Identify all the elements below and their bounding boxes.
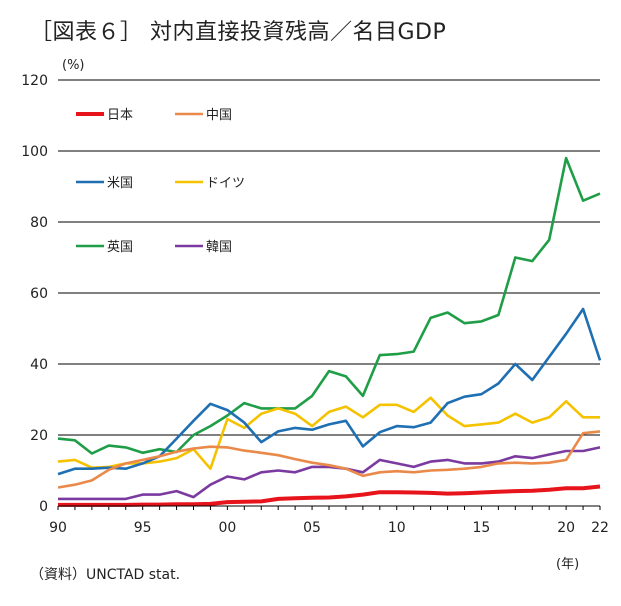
chart-title: ［図表６］ 対内直接投資残高／名目GDP [30,20,447,45]
x-tick-label: 90 [49,520,67,536]
y-tick-label: 40 [30,357,48,373]
x-axis-ticks: 90 95 00 05 10 15 20 22 [49,506,609,536]
y-tick-label: 100 [21,144,48,160]
x-tick-label: 00 [218,520,236,536]
legend-label: 韓国 [206,240,232,255]
legend-label: ドイツ [206,176,245,191]
series-line-2 [57,307,602,476]
x-tick-label: 95 [134,520,152,536]
y-axis-ticks: 0 20 40 60 80 100 120 [21,73,48,515]
y-tick-label: 20 [30,428,48,444]
x-tick-label: 10 [388,520,406,536]
source-note: （資料）UNCTAD stat. [30,567,181,583]
series-line-5 [58,446,601,501]
x-axis-unit: (年) [556,557,580,572]
legend-label: 米国 [107,176,133,191]
legend-label: 中国 [206,108,232,123]
series-line-3 [57,396,600,471]
series-line-1 [57,430,601,489]
x-tick-label: 15 [473,520,491,536]
y-axis-unit: (%) [62,58,85,73]
y-tick-label: 0 [39,499,48,515]
grid-lines [58,79,600,436]
legend-label: 英国 [107,240,133,255]
series-line-4 [57,156,601,455]
x-tick-label: 20 [557,520,575,536]
series-line-0 [58,484,601,507]
x-tick-label: 05 [303,520,321,536]
y-tick-label: 120 [21,73,48,89]
series-lines [57,156,602,507]
y-tick-label: 80 [30,215,48,231]
legend-label: 日本 [107,108,133,123]
y-tick-label: 60 [30,286,48,302]
x-tick-label: 22 [591,520,609,536]
